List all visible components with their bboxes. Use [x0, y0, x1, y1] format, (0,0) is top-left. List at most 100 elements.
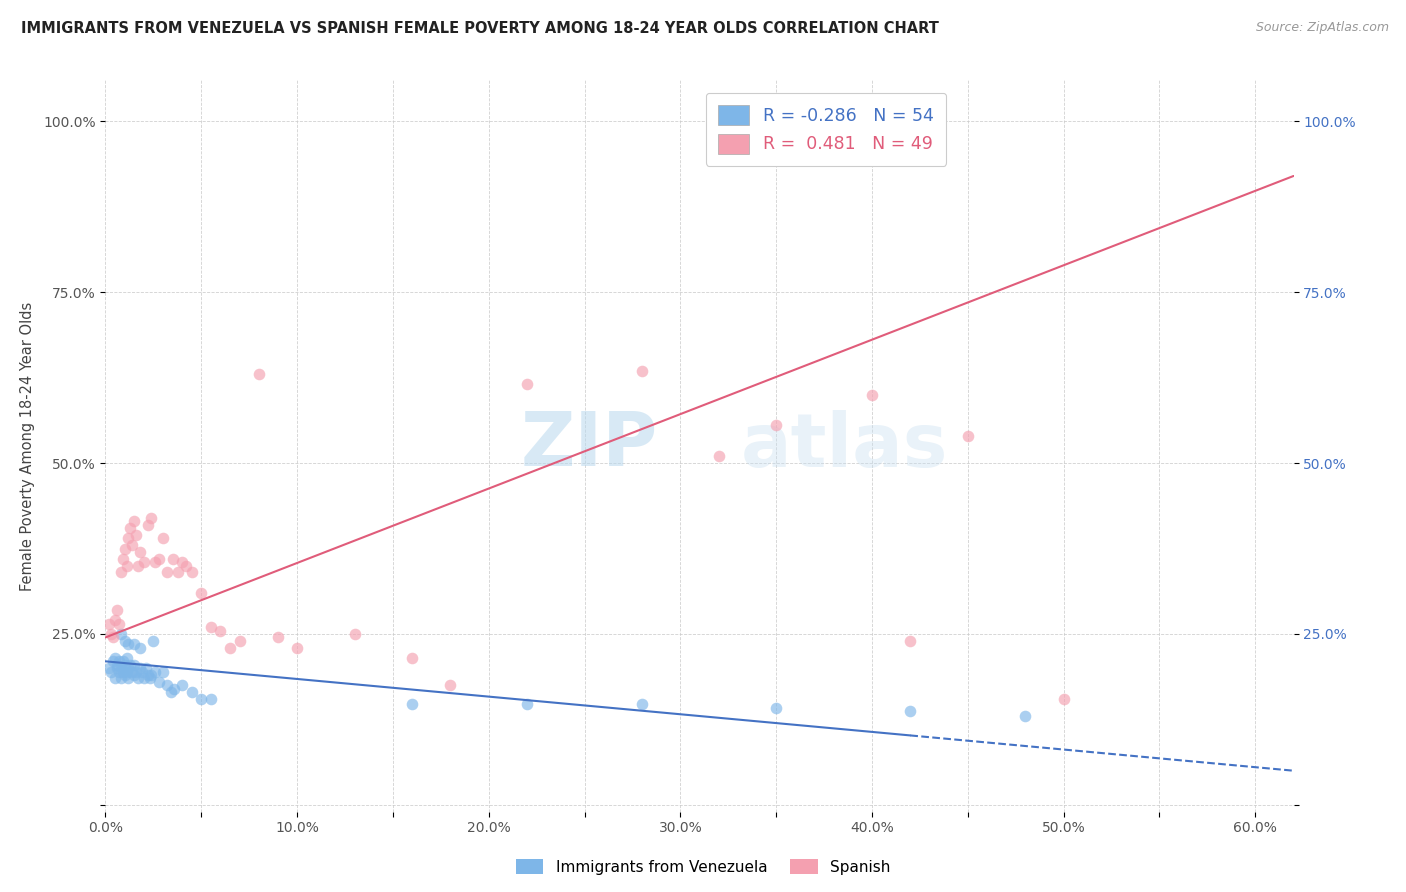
- Point: [401, 697, 423, 711]
- Point: [135, 661, 157, 675]
- Point: [180, 566, 202, 580]
- Point: [765, 418, 787, 433]
- Legend: R = -0.286   N = 54, R =  0.481   N = 49: R = -0.286 N = 54, R = 0.481 N = 49: [706, 93, 946, 166]
- Point: [200, 620, 222, 634]
- Point: [956, 429, 979, 443]
- Point: [101, 654, 124, 668]
- Text: ZIP: ZIP: [520, 409, 658, 483]
- Point: [209, 624, 232, 638]
- Point: [631, 697, 654, 711]
- Point: [110, 566, 132, 580]
- Point: [114, 633, 136, 648]
- Point: [115, 558, 138, 573]
- Point: [132, 555, 155, 569]
- Point: [765, 701, 787, 715]
- Point: [114, 668, 136, 682]
- Point: [117, 531, 139, 545]
- Point: [247, 368, 270, 382]
- Point: [110, 661, 132, 675]
- Point: [162, 551, 184, 566]
- Point: [219, 640, 242, 655]
- Point: [152, 531, 174, 545]
- Point: [108, 654, 131, 668]
- Point: [141, 668, 163, 682]
- Text: atlas: atlas: [741, 409, 949, 483]
- Point: [110, 627, 132, 641]
- Point: [1052, 692, 1074, 706]
- Point: [122, 514, 145, 528]
- Point: [117, 672, 139, 686]
- Point: [143, 555, 166, 569]
- Point: [174, 558, 197, 573]
- Point: [707, 449, 730, 463]
- Point: [98, 616, 121, 631]
- Point: [122, 637, 145, 651]
- Point: [131, 665, 153, 679]
- Point: [105, 657, 128, 672]
- Point: [1014, 709, 1036, 723]
- Point: [127, 672, 149, 686]
- Point: [285, 640, 308, 655]
- Point: [121, 665, 143, 679]
- Point: [190, 586, 212, 600]
- Point: [108, 616, 131, 631]
- Point: [104, 651, 127, 665]
- Point: [156, 678, 179, 692]
- Point: [343, 627, 366, 641]
- Point: [117, 661, 139, 675]
- Point: [129, 661, 152, 675]
- Point: [148, 674, 170, 689]
- Point: [111, 551, 134, 566]
- Point: [141, 510, 163, 524]
- Point: [114, 541, 136, 556]
- Point: [172, 678, 194, 692]
- Point: [142, 633, 165, 648]
- Point: [143, 665, 166, 679]
- Point: [516, 697, 538, 711]
- Point: [125, 665, 148, 679]
- Point: [898, 633, 921, 648]
- Point: [267, 631, 290, 645]
- Point: [516, 377, 538, 392]
- Point: [159, 685, 181, 699]
- Point: [120, 521, 142, 535]
- Point: [115, 665, 138, 679]
- Point: [108, 665, 131, 679]
- Point: [117, 637, 139, 651]
- Point: [111, 665, 134, 679]
- Point: [898, 704, 921, 718]
- Point: [105, 661, 128, 675]
- Y-axis label: Female Poverty Among 18-24 Year Olds: Female Poverty Among 18-24 Year Olds: [20, 301, 35, 591]
- Point: [167, 566, 190, 580]
- Point: [110, 672, 132, 686]
- Point: [104, 672, 127, 686]
- Point: [200, 692, 222, 706]
- Point: [111, 654, 134, 668]
- Point: [105, 603, 128, 617]
- Point: [121, 538, 143, 552]
- Point: [860, 388, 883, 402]
- Point: [122, 657, 145, 672]
- Point: [138, 672, 160, 686]
- Point: [228, 633, 250, 648]
- Point: [156, 566, 179, 580]
- Point: [98, 661, 121, 675]
- Point: [122, 668, 145, 682]
- Legend: Immigrants from Venezuela, Spanish: Immigrants from Venezuela, Spanish: [510, 853, 896, 880]
- Point: [132, 672, 155, 686]
- Point: [148, 551, 170, 566]
- Point: [104, 613, 127, 627]
- Point: [100, 665, 122, 679]
- Point: [180, 685, 202, 699]
- Point: [439, 678, 461, 692]
- Point: [115, 651, 138, 665]
- Point: [129, 640, 152, 655]
- Point: [152, 665, 174, 679]
- Point: [136, 668, 159, 682]
- Point: [401, 651, 423, 665]
- Point: [100, 627, 122, 641]
- Point: [125, 528, 148, 542]
- Point: [163, 681, 186, 696]
- Point: [114, 657, 136, 672]
- Point: [120, 657, 142, 672]
